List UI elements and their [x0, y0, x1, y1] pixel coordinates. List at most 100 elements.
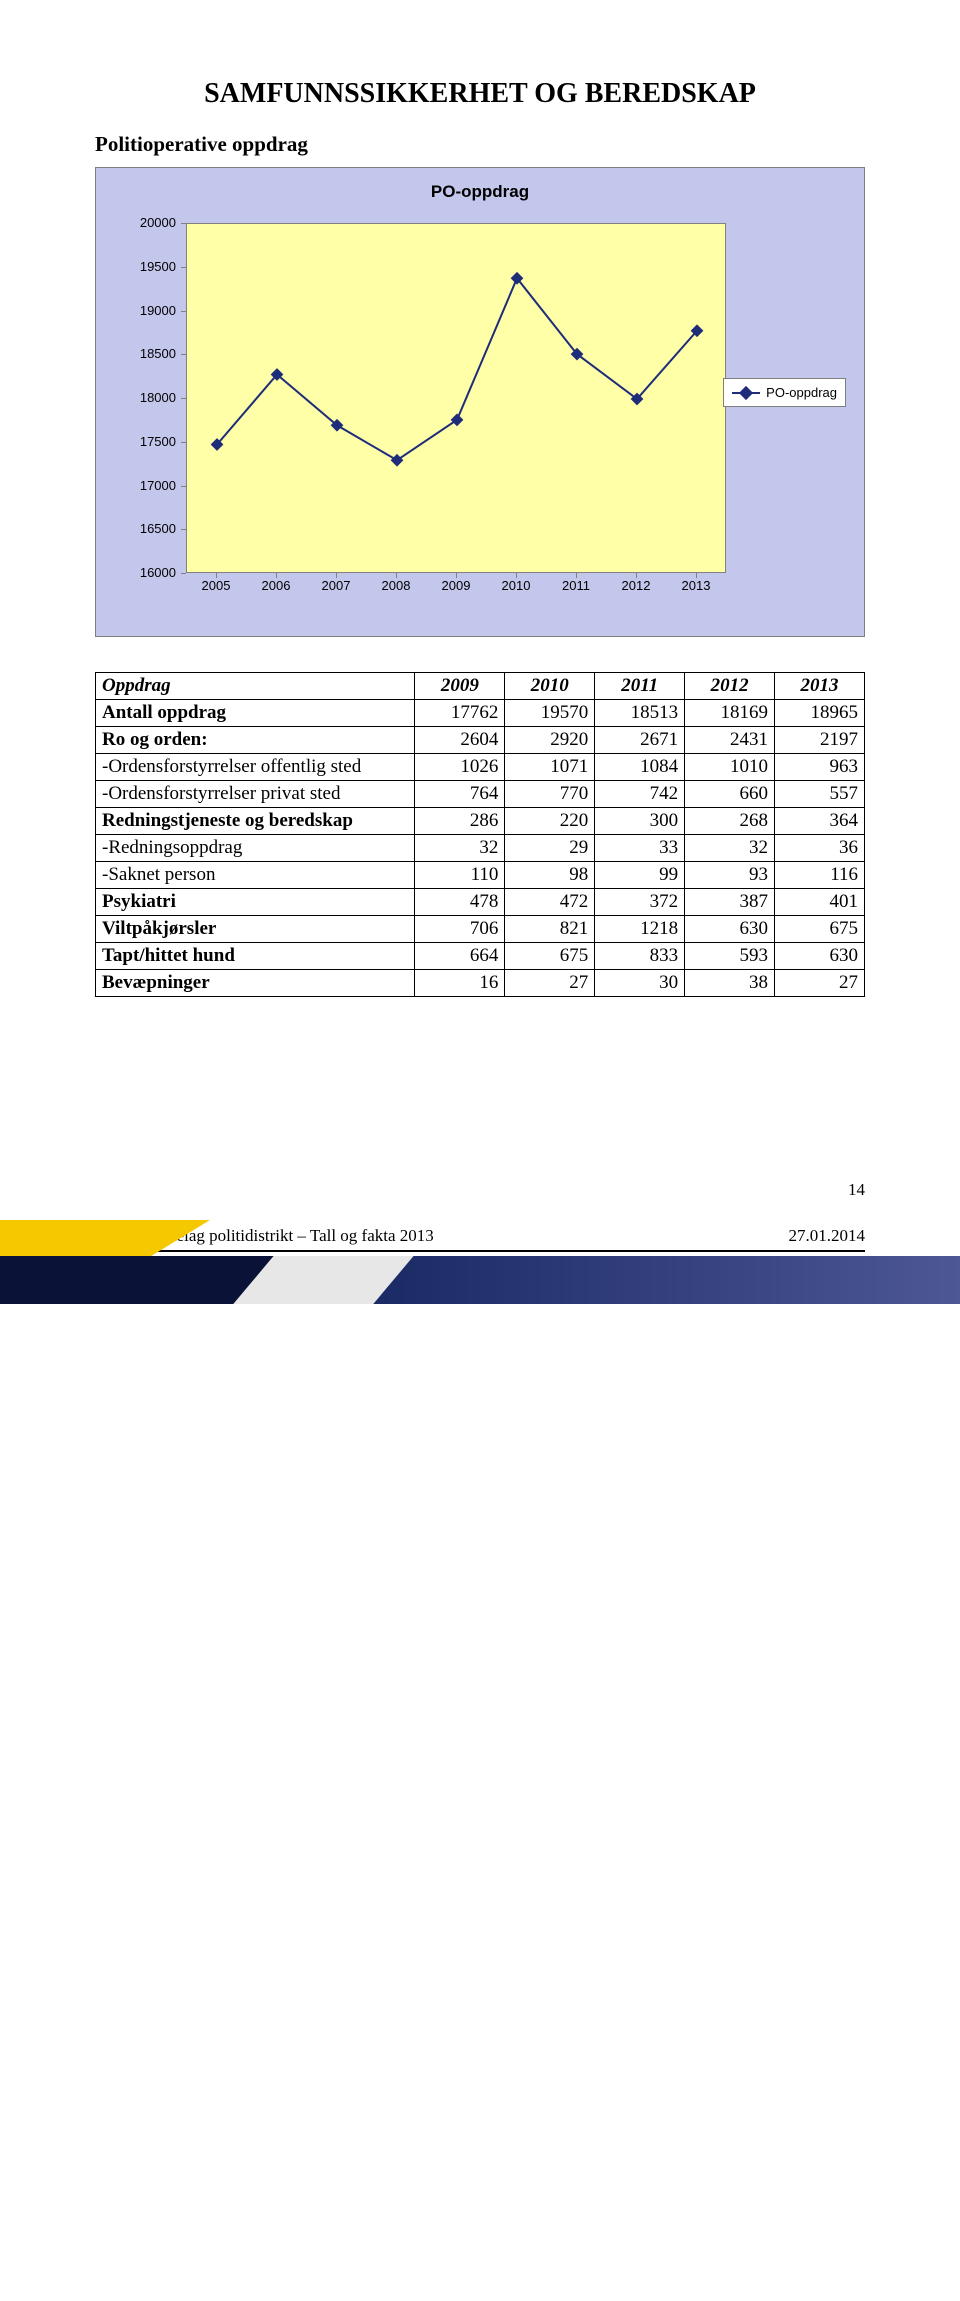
chart-xtick-label: 2010 [486, 578, 546, 593]
table-cell: 2197 [775, 727, 865, 754]
table-cell: 1026 [415, 754, 505, 781]
page-number: 14 [848, 1180, 865, 1200]
table-header-cell: Oppdrag [96, 673, 415, 700]
table-cell: 220 [505, 808, 595, 835]
table-row: Viltpåkjørsler7068211218630675 [96, 916, 865, 943]
page-title: SAMFUNNSSIKKERHET OG BEREDSKAP [95, 78, 865, 110]
table-cell: 38 [685, 970, 775, 997]
table-header-year: 2012 [711, 675, 749, 696]
chart-ytick-mark [181, 486, 186, 487]
chart-ytick-label: 18500 [96, 346, 176, 361]
table-cell: 593 [685, 943, 775, 970]
table-cell: 2604 [415, 727, 505, 754]
table-row: -Saknet person110989993116 [96, 862, 865, 889]
table-cell: 286 [415, 808, 505, 835]
table-cell: 27 [775, 970, 865, 997]
chart-ytick-label: 20000 [96, 215, 176, 230]
table-cell: 2920 [505, 727, 595, 754]
table-row: -Redningsoppdrag3229333236 [96, 835, 865, 862]
table-cell: 1218 [595, 916, 685, 943]
page: SAMFUNNSSIKKERHET OG BEREDSKAP Politiope… [0, 0, 960, 997]
table-cell: 16 [415, 970, 505, 997]
table-cell: 18513 [595, 700, 685, 727]
chart-xtick-mark [456, 573, 457, 578]
chart: PO-oppdrag 16000165001700017500180001850… [95, 167, 865, 637]
chart-xtick-mark [576, 573, 577, 578]
chart-marker [451, 413, 464, 426]
table-row: Bevæpninger1627303827 [96, 970, 865, 997]
chart-xtick-label: 2005 [186, 578, 246, 593]
chart-xtick-label: 2013 [666, 578, 726, 593]
table-cell: 675 [505, 943, 595, 970]
chart-xtick-label: 2006 [246, 578, 306, 593]
table-cell: 110 [415, 862, 505, 889]
chart-xtick-mark [516, 573, 517, 578]
table-cell: 19570 [505, 700, 595, 727]
table-cell: 99 [595, 862, 685, 889]
chart-xtick-mark [276, 573, 277, 578]
table-cell: 2671 [595, 727, 685, 754]
section-heading: Politioperative oppdrag [95, 132, 865, 157]
footer-band [0, 1256, 960, 1304]
chart-xtick-mark [216, 573, 217, 578]
table-cell: 18169 [685, 700, 775, 727]
table-cell: 742 [595, 781, 685, 808]
chart-xtick-mark [336, 573, 337, 578]
table-header-row: Oppdrag 2009 2010 2011 2012 2013 [96, 673, 865, 700]
table-row: Psykiatri478472372387401 [96, 889, 865, 916]
table-cell: 268 [685, 808, 775, 835]
chart-ytick-label: 16500 [96, 521, 176, 536]
chart-ytick-mark [181, 223, 186, 224]
chart-xtick-label: 2009 [426, 578, 486, 593]
chart-ytick-label: 19500 [96, 259, 176, 274]
table-row-label: Ro og orden: [96, 727, 415, 754]
legend-label: PO-oppdrag [766, 385, 837, 400]
table-header-cell: 2013 [775, 673, 865, 700]
table-header-year: 2013 [801, 675, 839, 696]
table-cell: 1010 [685, 754, 775, 781]
table-cell: 660 [685, 781, 775, 808]
chart-xtick-mark [396, 573, 397, 578]
table-row: Ro og orden:26042920267124312197 [96, 727, 865, 754]
table-row: Redningstjeneste og beredskap28622030026… [96, 808, 865, 835]
legend-marker [732, 387, 760, 399]
table-cell: 1084 [595, 754, 685, 781]
table-row-label: Viltpåkjørsler [96, 916, 415, 943]
table-cell: 630 [685, 916, 775, 943]
table-cell: 2431 [685, 727, 775, 754]
chart-ytick-label: 19000 [96, 303, 176, 318]
table-row-label: Redningstjeneste og beredskap [96, 808, 415, 835]
footer-rule [95, 1250, 865, 1252]
table-row-label: Antall oppdrag [96, 700, 415, 727]
chart-series-svg [187, 224, 725, 572]
chart-ytick-label: 18000 [96, 390, 176, 405]
chart-ytick-mark [181, 529, 186, 530]
table-cell: 478 [415, 889, 505, 916]
table-row-label: Psykiatri [96, 889, 415, 916]
table-cell: 30 [595, 970, 685, 997]
table-header-cell: 2010 [505, 673, 595, 700]
chart-ytick-label: 16000 [96, 565, 176, 580]
chart-xtick-label: 2012 [606, 578, 666, 593]
table-row: Tapt/hittet hund664675833593630 [96, 943, 865, 970]
table-cell: 770 [505, 781, 595, 808]
table-row-label: Tapt/hittet hund [96, 943, 415, 970]
table-cell: 764 [415, 781, 505, 808]
chart-xtick-mark [636, 573, 637, 578]
chart-title: PO-oppdrag [96, 182, 864, 202]
table-cell: 17762 [415, 700, 505, 727]
table-cell: 387 [685, 889, 775, 916]
table-header-cell: 2011 [595, 673, 685, 700]
table-cell: 29 [505, 835, 595, 862]
table-cell: 32 [685, 835, 775, 862]
chart-ytick-mark [181, 442, 186, 443]
table-cell: 963 [775, 754, 865, 781]
table-cell: 630 [775, 943, 865, 970]
table-cell: 664 [415, 943, 505, 970]
table-cell: 557 [775, 781, 865, 808]
table-cell: 18965 [775, 700, 865, 727]
chart-line [217, 278, 697, 460]
table-cell: 1071 [505, 754, 595, 781]
chart-ytick-label: 17000 [96, 478, 176, 493]
legend-item: PO-oppdrag [732, 385, 837, 400]
